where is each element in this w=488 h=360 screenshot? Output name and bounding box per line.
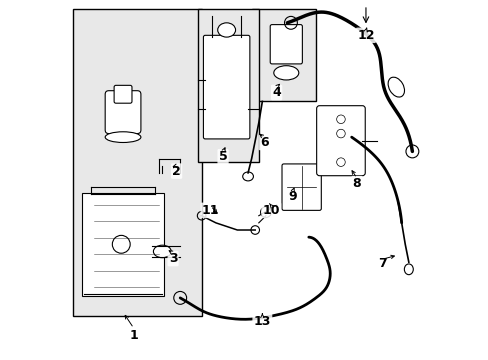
Text: 10: 10 <box>262 204 280 217</box>
Text: 3: 3 <box>168 252 177 265</box>
FancyBboxPatch shape <box>282 164 321 210</box>
Text: 5: 5 <box>218 150 227 163</box>
Ellipse shape <box>217 23 235 37</box>
Ellipse shape <box>242 172 253 181</box>
Ellipse shape <box>273 66 298 80</box>
Text: 6: 6 <box>259 136 268 149</box>
FancyBboxPatch shape <box>251 9 315 102</box>
Text: 4: 4 <box>272 86 281 99</box>
Text: 1: 1 <box>129 329 138 342</box>
FancyBboxPatch shape <box>198 9 258 162</box>
Ellipse shape <box>153 245 171 258</box>
FancyBboxPatch shape <box>114 85 132 103</box>
Ellipse shape <box>387 77 404 97</box>
FancyBboxPatch shape <box>73 9 201 316</box>
FancyBboxPatch shape <box>316 106 365 176</box>
Text: 2: 2 <box>172 165 181 177</box>
Ellipse shape <box>105 132 141 143</box>
Text: 9: 9 <box>288 190 296 203</box>
Ellipse shape <box>404 264 412 275</box>
Text: 7: 7 <box>377 257 386 270</box>
Text: 13: 13 <box>253 315 270 328</box>
Text: 11: 11 <box>202 204 219 217</box>
FancyBboxPatch shape <box>270 24 302 64</box>
Text: 8: 8 <box>352 177 361 190</box>
FancyBboxPatch shape <box>82 193 164 296</box>
FancyBboxPatch shape <box>105 91 141 134</box>
Text: 12: 12 <box>356 29 374 42</box>
FancyBboxPatch shape <box>203 35 249 139</box>
